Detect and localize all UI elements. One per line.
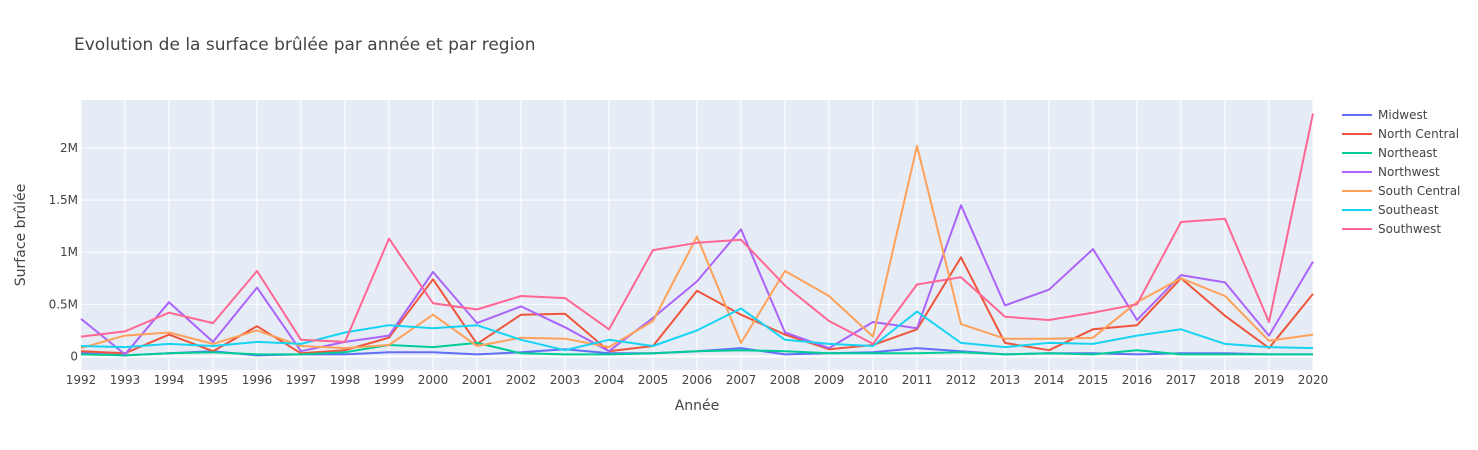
x-tick-label: 1992: [66, 373, 97, 387]
chart-title: Evolution de la surface brûlée par année…: [74, 35, 535, 55]
series-lines: [80, 113, 1314, 357]
x-tick-label: 2009: [814, 373, 845, 387]
x-tick-label: 2000: [418, 373, 449, 387]
legend-label: Midwest: [1378, 108, 1428, 122]
x-tick-label: 1999: [374, 373, 405, 387]
y-axis-ticks: 0 0.5M 1M 1.5M 2M: [49, 141, 78, 363]
legend[interactable]: Midwest North Central Northeast Northwest So…: [1342, 108, 1460, 236]
x-axis-title: Année: [675, 398, 720, 414]
legend-item[interactable]: Midwest: [1342, 108, 1428, 122]
legend-item[interactable]: South Central: [1342, 184, 1460, 198]
x-tick-label: 2019: [1254, 373, 1285, 387]
y-tick-label: 1.5M: [49, 193, 78, 207]
legend-label: North Central: [1378, 127, 1459, 141]
x-tick-label: 1995: [198, 373, 229, 387]
y-tick-label: 1M: [60, 245, 78, 259]
x-tick-label: 1996: [242, 373, 273, 387]
series-line: [80, 144, 1314, 350]
legend-label: Northwest: [1378, 165, 1440, 179]
series-line: [80, 113, 1314, 345]
series-line: [80, 307, 1314, 352]
legend-label: South Central: [1378, 184, 1460, 198]
x-tick-label: 2002: [506, 373, 537, 387]
x-tick-label: 2010: [858, 373, 889, 387]
y-tick-label: 0.5M: [49, 297, 78, 311]
x-tick-label: 2014: [1034, 373, 1065, 387]
legend-label: Southeast: [1378, 203, 1439, 217]
x-tick-label: 2013: [990, 373, 1021, 387]
legend-label: Northeast: [1378, 146, 1438, 160]
x-tick-label: 2011: [902, 373, 933, 387]
x-tick-label: 2016: [1122, 373, 1153, 387]
series-line: [80, 204, 1314, 356]
x-tick-label: 2005: [638, 373, 669, 387]
legend-item[interactable]: Southwest: [1342, 222, 1441, 236]
legend-item[interactable]: Northeast: [1342, 146, 1438, 160]
x-tick-label: 2008: [770, 373, 801, 387]
x-axis-ticks: 1992 1993 1994 1995 1996 1997 1998 1999 2000 2001…: [66, 373, 1329, 387]
y-tick-label: 2M: [60, 141, 78, 155]
legend-label: Southwest: [1378, 222, 1441, 236]
legend-item[interactable]: Northwest: [1342, 165, 1440, 179]
series-line: [80, 256, 1314, 355]
legend-item[interactable]: Southeast: [1342, 203, 1439, 217]
series-line: [80, 341, 1313, 357]
y-tick-label: 0: [70, 349, 78, 363]
x-tick-label: 2018: [1210, 373, 1241, 387]
x-tick-label: 2012: [946, 373, 977, 387]
x-tick-label: 1994: [154, 373, 185, 387]
x-tick-label: 2006: [682, 373, 713, 387]
x-tick-label: 1993: [110, 373, 141, 387]
legend-item[interactable]: North Central: [1342, 127, 1459, 141]
x-tick-label: 1998: [330, 373, 361, 387]
grid-lines: [80, 100, 1314, 370]
x-tick-label: 2015: [1078, 373, 1109, 387]
y-axis-title: Surface brûlée: [13, 184, 29, 286]
x-tick-label: 2004: [594, 373, 625, 387]
x-tick-label: 2020: [1298, 373, 1329, 387]
x-tick-label: 2001: [462, 373, 493, 387]
x-tick-label: 2007: [726, 373, 757, 387]
x-tick-label: 1997: [286, 373, 317, 387]
x-tick-label: 2003: [550, 373, 581, 387]
x-tick-label: 2017: [1166, 373, 1197, 387]
